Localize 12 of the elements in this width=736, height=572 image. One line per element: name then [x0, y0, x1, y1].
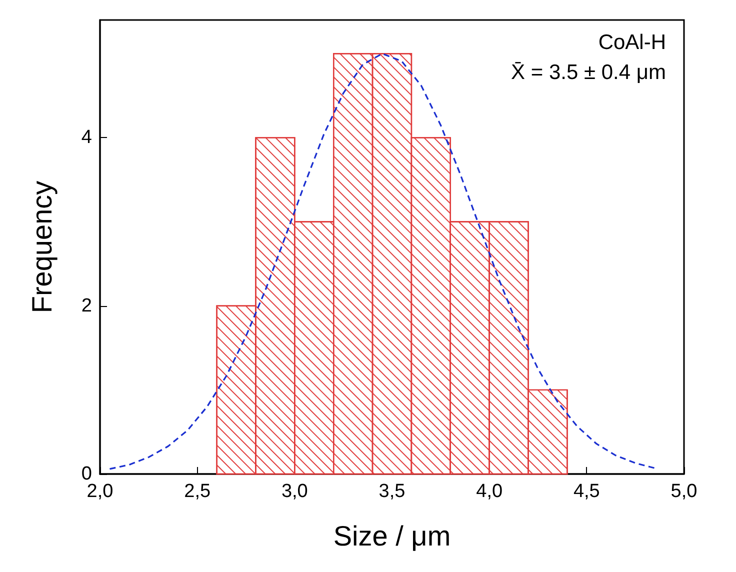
annotation: X̄ = 3.5 ± 0.4 μm	[511, 61, 666, 84]
x-tick-label: 4,0	[476, 481, 503, 502]
y-tick-label: 4	[81, 127, 92, 148]
x-tick-label: 5,0	[670, 481, 698, 502]
x-tick-label: 2,5	[184, 481, 211, 502]
y-tick-label: 2	[81, 295, 92, 316]
y-axis-title: Frequency	[26, 180, 58, 314]
x-tick-label: 3,5	[378, 481, 406, 502]
x-axis-title: Size / μm	[333, 520, 451, 552]
x-tick-label: 4,5	[573, 481, 600, 502]
annotation: CoAl-H	[598, 31, 666, 54]
x-tick-label: 3,0	[281, 481, 308, 502]
